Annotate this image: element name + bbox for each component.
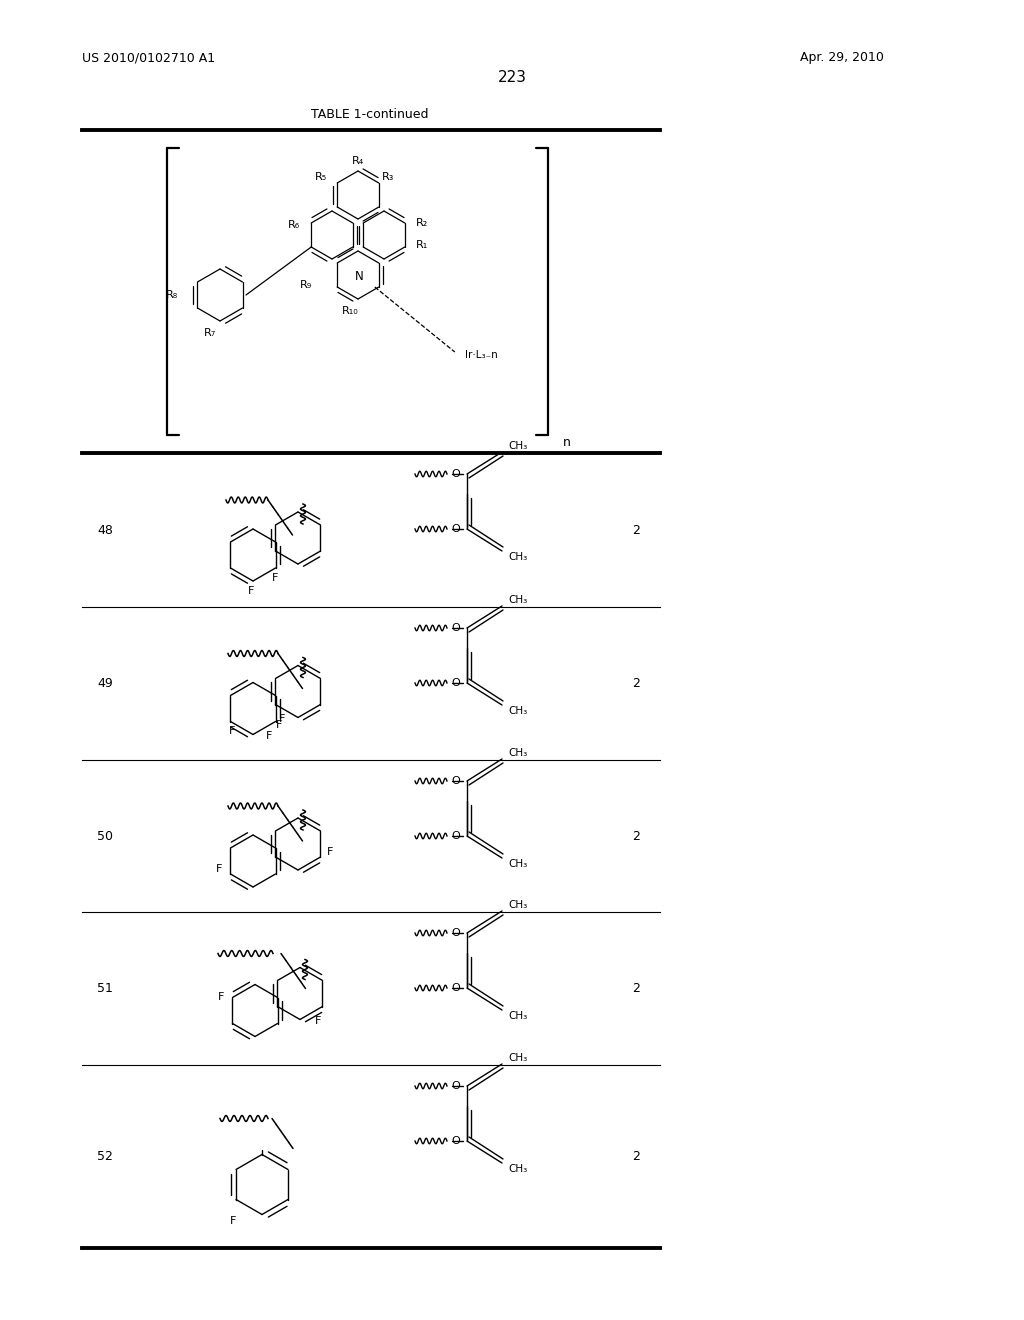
Text: 2: 2 [632, 524, 640, 536]
Text: R₅: R₅ [315, 172, 328, 182]
Text: CH₃: CH₃ [508, 595, 527, 605]
Text: CH₃: CH₃ [508, 1053, 527, 1063]
Text: F: F [228, 726, 236, 737]
Text: O: O [452, 928, 461, 939]
Text: O: O [452, 1081, 461, 1092]
Text: 49: 49 [97, 677, 113, 690]
Text: F: F [275, 719, 282, 730]
Text: O: O [452, 776, 461, 785]
Text: n: n [563, 437, 570, 450]
Text: R₇: R₇ [204, 327, 216, 338]
Text: O: O [452, 1137, 461, 1146]
Text: R₉: R₉ [300, 280, 312, 290]
Text: R₈: R₈ [166, 290, 178, 300]
Text: CH₃: CH₃ [508, 1164, 527, 1173]
Text: TABLE 1-continued: TABLE 1-continued [311, 107, 429, 120]
Text: 2: 2 [632, 1150, 640, 1163]
Text: F: F [266, 731, 272, 741]
Text: R₂: R₂ [416, 218, 428, 228]
Text: CH₃: CH₃ [508, 859, 527, 869]
Text: CH₃: CH₃ [508, 1011, 527, 1020]
Text: CH₃: CH₃ [508, 441, 527, 451]
Text: 2: 2 [632, 677, 640, 690]
Text: O: O [452, 832, 461, 841]
Text: F: F [218, 993, 224, 1002]
Text: 2: 2 [632, 829, 640, 842]
Text: F: F [272, 573, 279, 583]
Text: F: F [229, 1216, 237, 1225]
Text: F: F [279, 714, 285, 725]
Text: Apr. 29, 2010: Apr. 29, 2010 [800, 51, 884, 65]
Text: CH₃: CH₃ [508, 748, 527, 758]
Text: F: F [248, 586, 254, 597]
Text: 51: 51 [97, 982, 113, 995]
Text: 2: 2 [632, 982, 640, 995]
Text: R₁₀: R₁₀ [342, 306, 358, 315]
Text: R₆: R₆ [288, 220, 300, 230]
Text: O: O [452, 983, 461, 993]
Text: CH₃: CH₃ [508, 900, 527, 909]
Text: O: O [452, 469, 461, 479]
Text: F: F [216, 863, 222, 874]
Text: F: F [314, 1016, 322, 1026]
Text: Ir·L₃₋n: Ir·L₃₋n [465, 350, 498, 360]
Text: N: N [354, 269, 364, 282]
Text: 48: 48 [97, 524, 113, 536]
Text: F: F [327, 847, 333, 857]
Text: US 2010/0102710 A1: US 2010/0102710 A1 [82, 51, 215, 65]
Text: CH₃: CH₃ [508, 552, 527, 562]
Text: 50: 50 [97, 829, 113, 842]
Text: O: O [452, 524, 461, 535]
Text: CH₃: CH₃ [508, 706, 527, 715]
Text: R₁: R₁ [416, 240, 428, 249]
Text: R₄: R₄ [352, 156, 365, 166]
Text: 52: 52 [97, 1150, 113, 1163]
Text: O: O [452, 678, 461, 688]
Text: O: O [452, 623, 461, 634]
Text: 223: 223 [498, 70, 526, 86]
Text: R₃: R₃ [382, 172, 394, 182]
